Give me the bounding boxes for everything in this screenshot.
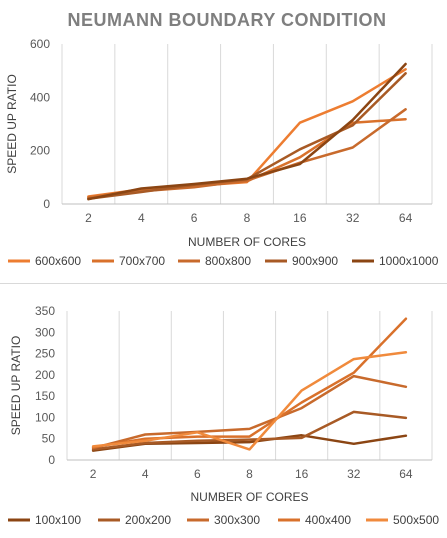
x-axis-title: NUMBER OF CORES	[190, 490, 308, 504]
legend-label: 400x400	[305, 513, 351, 527]
legend-label: 500x500	[393, 513, 439, 527]
y-tick-label: 250	[35, 347, 55, 361]
x-tick-label: 6	[194, 467, 201, 481]
series-line-1000x1000	[87, 62, 407, 201]
y-tick-label: 350	[35, 304, 55, 318]
legend-label: 300x300	[214, 513, 260, 527]
x-tick-label: 64	[399, 211, 413, 225]
legend-label: 600x600	[35, 254, 81, 268]
x-tick-label: 16	[295, 467, 309, 481]
y-tick-label: 200	[30, 144, 50, 158]
x-tick-label: 64	[399, 467, 413, 481]
y-tick-label: 50	[42, 432, 56, 446]
y-tick-label: 600	[30, 37, 50, 51]
series-line-200x200	[91, 410, 408, 451]
chart-panel-2: 0 50 100 150 200 250 300 350 2 4 6 8 16 32 64 NUMBER OF…	[0, 284, 447, 538]
series-line-500x500	[91, 351, 408, 451]
x-tick-label: 2	[90, 467, 97, 481]
chart-panel-1: NEUMANN BOUNDARY CONDITION 0 200 400 600 2 4 6 8…	[0, 10, 447, 284]
x-tick-label: 8	[244, 211, 251, 225]
chart-2: 0 50 100 150 200 250 300 350 2 4 6 8 16 32 64 NUMBER OF…	[8, 304, 439, 527]
chart-title: NEUMANN BOUNDARY CONDITION	[68, 10, 387, 30]
y-axis-title: SPEED UP RATIO	[5, 74, 19, 174]
y-tick-label: 200	[35, 368, 55, 382]
y-tick-label: 300	[35, 325, 55, 339]
legend-label: 800x800	[205, 254, 251, 268]
x-tick-label: 2	[85, 211, 92, 225]
chart-1: NEUMANN BOUNDARY CONDITION 0 200 400 600 2 4 6 8…	[5, 10, 439, 268]
series-line-300x300	[91, 374, 408, 450]
x-tick-label: 32	[346, 211, 360, 225]
x-tick-label: 6	[191, 211, 198, 225]
legend-label: 900x900	[292, 254, 338, 268]
x-tick-label: 8	[246, 467, 253, 481]
x-tick-label: 32	[347, 467, 361, 481]
y-tick-label: 150	[35, 389, 55, 403]
y-tick-label: 0	[43, 197, 50, 211]
y-tick-label: 100	[35, 410, 55, 424]
legend-label: 1000x1000	[379, 254, 439, 268]
legend-label: 100x100	[35, 513, 81, 527]
y-axis-title: SPEED UP RATIO	[9, 336, 23, 436]
x-axis-title: NUMBER OF CORES	[188, 235, 306, 249]
x-tick-label: 16	[293, 211, 307, 225]
series-line-700x700	[87, 117, 407, 199]
y-tick-label: 400	[30, 90, 50, 104]
y-tick-label: 0	[48, 453, 55, 467]
legend-label: 700x700	[119, 254, 165, 268]
x-tick-label: 4	[138, 211, 145, 225]
legend-label: 200x200	[125, 513, 171, 527]
x-tick-label: 4	[142, 467, 149, 481]
series-line-400x400	[91, 317, 408, 449]
